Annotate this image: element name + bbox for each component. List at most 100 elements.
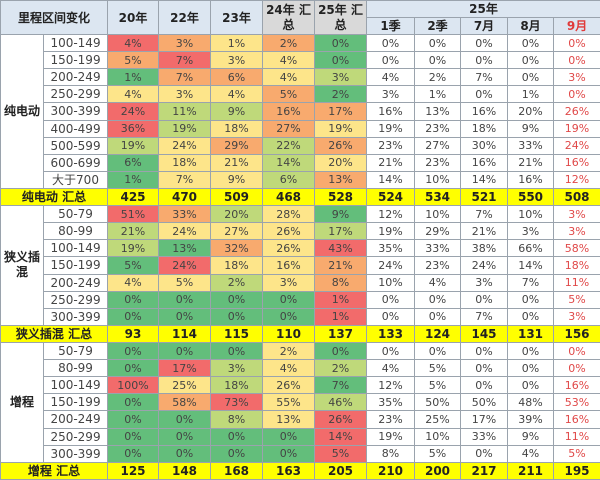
header-year-25-total: 25年 汇总: [314, 0, 368, 35]
month-share-cell: 18%: [460, 119, 509, 138]
year-share-cell: 3%: [210, 359, 264, 378]
total-label: 狭义插混 汇总: [0, 324, 109, 343]
range-label: 250-299: [42, 85, 109, 104]
range-label: 80-99: [42, 359, 109, 378]
month-share-cell: 0%: [460, 51, 509, 70]
month-share-cell: 11%: [553, 427, 600, 446]
month-share-cell: 0%: [507, 376, 555, 395]
total-value: 200: [414, 461, 462, 480]
table-row: 增程 50-79 0% 0% 0% 2% 0% 0% 0% 0% 0% 0%: [0, 341, 600, 463]
month-share-cell: 20%: [507, 102, 555, 121]
year-share-cell: 18%: [210, 119, 264, 138]
year-share-cell: 9%: [210, 170, 264, 189]
month-share-cell: 0%: [507, 51, 555, 70]
total-value: 195: [553, 461, 600, 480]
month-share-cell: 0%: [507, 359, 555, 378]
month-share-cell: 27%: [414, 136, 462, 155]
year-share-cell: 26%: [262, 376, 316, 395]
month-share-cell: 0%: [553, 51, 600, 70]
total-value: 524: [366, 187, 416, 207]
year-share-cell: 2%: [262, 341, 316, 361]
month-share-cell: 16%: [366, 102, 416, 121]
year-share-cell: 1%: [314, 290, 368, 309]
total-value: 205: [314, 461, 368, 480]
month-share-cell: 0%: [460, 85, 509, 104]
month-share-cell: 1%: [507, 85, 555, 104]
table-row: 300-399 0% 0% 0% 0% 5% 8% 5% 0% 4% 5%: [1, 444, 600, 463]
year-share-cell: 20%: [210, 205, 264, 224]
month-share-cell: 0%: [460, 376, 509, 395]
year-share-cell: 4%: [262, 359, 316, 378]
month-share-cell: 25%: [414, 410, 462, 429]
year-share-cell: 26%: [262, 239, 316, 258]
year-share-cell: 0%: [262, 444, 316, 463]
total-value: 508: [553, 187, 600, 207]
month-share-cell: 14%: [366, 170, 416, 189]
month-share-cell: 0%: [553, 85, 600, 104]
year-share-cell: 7%: [158, 51, 212, 70]
year-share-cell: 4%: [210, 85, 264, 104]
month-share-cell: 18%: [553, 256, 600, 275]
total-value: 528: [314, 187, 368, 207]
month-share-cell: 23%: [414, 119, 462, 138]
range-label: 100-149: [42, 33, 109, 53]
year-share-cell: 4%: [107, 33, 160, 53]
year-share-cell: 26%: [314, 136, 368, 155]
range-label: 300-399: [42, 102, 109, 121]
month-share-cell: 0%: [366, 307, 416, 326]
year-share-cell: 21%: [210, 153, 264, 172]
month-share-cell: 0%: [507, 307, 555, 326]
year-share-cell: 0%: [262, 427, 316, 446]
month-share-cell: 0%: [460, 341, 509, 361]
year-share-cell: 6%: [262, 170, 316, 189]
range-label: 150-199: [42, 256, 109, 275]
year-share-cell: 100%: [107, 376, 160, 395]
month-share-cell: 4%: [366, 359, 416, 378]
month-share-cell: 53%: [553, 393, 600, 412]
year-share-cell: 1%: [314, 307, 368, 326]
year-share-cell: 0%: [107, 393, 160, 412]
range-label: 150-199: [42, 51, 109, 70]
table-row: 250-299 0% 0% 0% 0% 1% 0% 0% 0% 0% 5%: [1, 290, 600, 309]
month-share-cell: 14%: [507, 256, 555, 275]
month-share-cell: 24%: [553, 136, 600, 155]
year-share-cell: 0%: [107, 290, 160, 309]
year-share-cell: 0%: [107, 444, 160, 463]
year-share-cell: 24%: [158, 256, 212, 275]
year-share-cell: 0%: [158, 307, 212, 326]
month-share-cell: 5%: [414, 376, 462, 395]
month-share-cell: 3%: [553, 222, 600, 241]
month-share-cell: 48%: [507, 393, 555, 412]
year-share-cell: 4%: [262, 68, 316, 87]
year-share-cell: 9%: [314, 205, 368, 224]
range-label: 600-699: [42, 153, 109, 172]
total-value: 210: [366, 461, 416, 480]
range-label: 150-199: [42, 393, 109, 412]
group-label: 纯电动: [0, 34, 44, 189]
total-value: 468: [262, 187, 316, 207]
year-share-cell: 14%: [314, 427, 368, 446]
month-share-cell: 0%: [460, 290, 509, 309]
year-share-cell: 5%: [262, 85, 316, 104]
year-share-cell: 16%: [262, 102, 316, 121]
year-share-cell: 9%: [210, 102, 264, 121]
month-share-cell: 12%: [366, 205, 416, 224]
year-share-cell: 13%: [158, 239, 212, 258]
month-share-cell: 35%: [366, 393, 416, 412]
month-share-cell: 19%: [366, 427, 416, 446]
table-row: 400-499 36% 19% 18% 27% 19% 19% 23% 18% 9% 19%: [1, 119, 600, 138]
month-share-cell: 10%: [414, 427, 462, 446]
year-share-cell: 18%: [158, 153, 212, 172]
year-share-cell: 32%: [210, 239, 264, 258]
year-share-cell: 33%: [158, 205, 212, 224]
year-share-cell: 24%: [107, 102, 160, 121]
table-row: 纯电动 100-149 4% 3% 1% 2% 0% 0% 0% 0% 0% 0%: [0, 33, 600, 189]
total-row: 增程 汇总 125 148 168 163 205 210 200 217 211 195: [0, 461, 600, 480]
total-value: 110: [262, 324, 316, 343]
month-share-cell: 0%: [507, 290, 555, 309]
table-row: 150-199 5% 7% 3% 4% 0% 0% 0% 0% 0% 0%: [1, 51, 600, 70]
total-value: 93: [107, 324, 160, 343]
year-share-cell: 55%: [262, 393, 316, 412]
year-share-cell: 7%: [314, 376, 368, 395]
year-share-cell: 7%: [158, 170, 212, 189]
